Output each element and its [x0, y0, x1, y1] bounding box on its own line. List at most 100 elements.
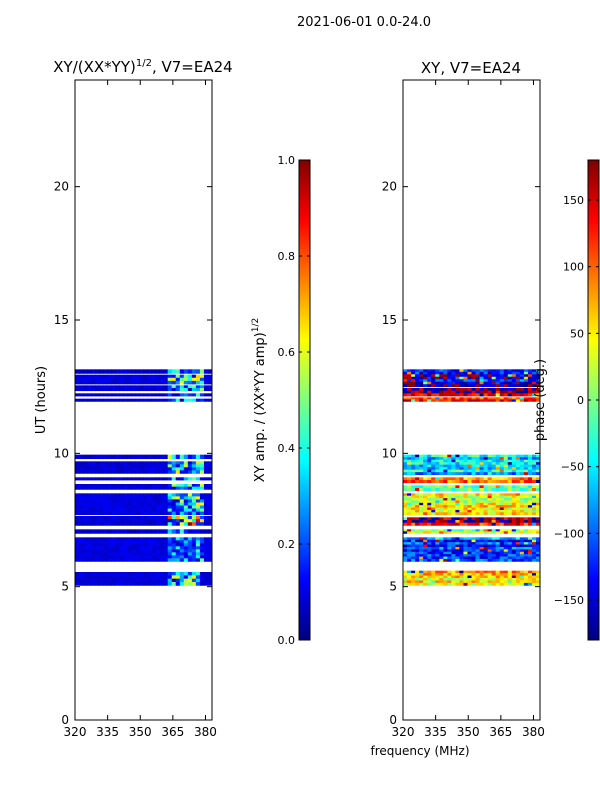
heatmap-cell — [487, 544, 493, 548]
heatmap-cell — [187, 578, 193, 583]
heatmap-cell — [131, 464, 136, 468]
heatmap-cell — [423, 556, 428, 560]
heatmap-cell — [463, 549, 468, 553]
x-tick-label: 335 — [96, 725, 119, 739]
heatmap-cell — [127, 575, 132, 580]
heatmap-cell — [523, 485, 529, 489]
heatmap-cell — [463, 529, 468, 532]
heatmap-cell — [471, 500, 476, 504]
heatmap-cell — [147, 516, 152, 520]
heatmap-cell — [515, 376, 521, 380]
heatmap-cell — [475, 522, 480, 526]
heatmap-cell — [531, 558, 537, 562]
heatmap-cell — [499, 374, 505, 378]
heatmap-cell — [479, 580, 484, 584]
heatmap-cell — [495, 469, 501, 473]
heatmap-cell — [419, 493, 424, 497]
heatmap-cell — [443, 531, 448, 534]
heatmap-cell — [115, 572, 120, 576]
heatmap-cell — [499, 544, 505, 548]
heatmap-cell — [455, 578, 460, 581]
heatmap-cell — [195, 464, 201, 468]
heatmap-cell — [183, 477, 189, 481]
heatmap-cell — [187, 516, 193, 520]
heatmap-cell — [75, 578, 80, 583]
heatmap-cell — [451, 488, 456, 492]
heatmap-cell — [507, 551, 513, 555]
heatmap-cell — [419, 554, 424, 557]
heatmap-cell — [115, 578, 120, 583]
heatmap-cell — [515, 546, 521, 550]
heatmap-cell — [407, 546, 412, 550]
heatmap-cell — [491, 488, 497, 492]
heatmap-cell — [123, 388, 128, 392]
heatmap-cell — [151, 374, 156, 379]
heatmap-cell — [139, 385, 144, 389]
heatmap-cell — [79, 558, 84, 562]
heatmap-cell — [523, 399, 529, 402]
heatmap-cell — [415, 517, 420, 521]
heatmap-cell — [431, 509, 436, 513]
heatmap-cell — [195, 377, 201, 382]
heatmap-cell — [163, 484, 169, 488]
heatmap-cell — [459, 464, 464, 468]
heatmap-cell — [427, 397, 432, 400]
heatmap-cell — [139, 493, 144, 497]
heatmap-cell — [411, 556, 416, 560]
heatmap-cell — [147, 522, 152, 526]
heatmap-cell — [199, 484, 205, 488]
heatmap-cell — [459, 369, 464, 373]
heatmap-cell — [499, 485, 505, 489]
heatmap-cell — [139, 454, 144, 460]
heatmap-cell — [119, 537, 124, 541]
heatmap-cell — [403, 384, 408, 388]
heatmap-cell — [115, 505, 120, 509]
heatmap-cell — [479, 582, 484, 586]
heatmap-cell — [131, 369, 136, 374]
heatmap-cell — [443, 376, 448, 380]
heatmap-cell — [475, 374, 480, 378]
heatmap-cell — [527, 464, 533, 468]
heatmap-cell — [459, 507, 464, 511]
heatmap-cell — [535, 459, 540, 463]
heatmap-cell — [427, 459, 432, 463]
heatmap-cell — [167, 369, 173, 374]
heatmap-cell — [499, 522, 505, 526]
heatmap-cell — [179, 552, 185, 556]
heatmap-cell — [459, 495, 464, 499]
heatmap-cell — [127, 522, 132, 526]
heatmap-cell — [423, 498, 428, 501]
heatmap-cell — [147, 549, 152, 553]
heatmap-cell — [479, 522, 484, 526]
heatmap-cell — [151, 549, 156, 553]
heatmap-cell — [447, 551, 452, 555]
heatmap-cell — [155, 582, 161, 586]
heatmap-cell — [523, 582, 529, 586]
heatmap-cell — [507, 505, 513, 508]
heatmap-cell — [103, 502, 108, 506]
heatmap-cell — [479, 488, 484, 492]
heatmap-cell — [175, 369, 181, 374]
heatmap-cell — [519, 575, 525, 579]
heatmap-cell — [475, 388, 480, 392]
heatmap-cell — [427, 457, 432, 461]
heatmap-cell — [515, 542, 521, 545]
heatmap-cell — [99, 502, 104, 506]
heatmap-cell — [487, 369, 493, 373]
heatmap-cell — [523, 454, 529, 458]
y-tick-label: 15 — [54, 313, 69, 327]
heatmap-cell — [423, 529, 428, 532]
heatmap-cell — [535, 575, 540, 579]
heatmap-cell — [199, 543, 205, 547]
heatmap-cell — [163, 388, 169, 392]
heatmap-cell — [403, 469, 408, 473]
heatmap-cell — [91, 582, 96, 586]
heatmap-cell — [527, 522, 533, 526]
heatmap-cell — [459, 381, 464, 385]
heatmap-cell — [535, 580, 540, 584]
heatmap-cell — [423, 500, 428, 504]
heatmap-cell — [463, 570, 468, 574]
heatmap-cell — [515, 369, 521, 373]
heatmap-cell — [507, 549, 513, 553]
heatmap-cell — [487, 531, 493, 534]
